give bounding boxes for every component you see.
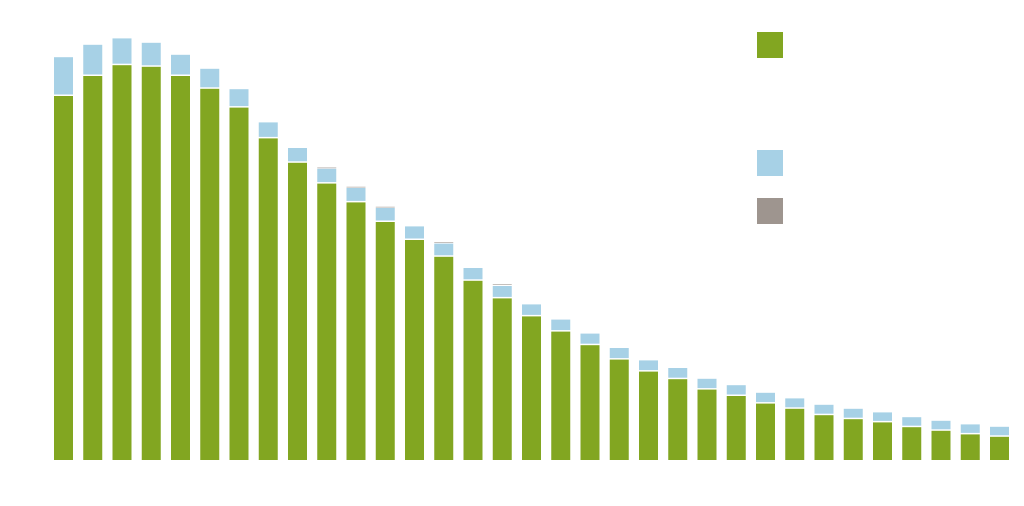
- bar-31-series-2: [931, 420, 951, 430]
- bar-6-series-2: [200, 68, 220, 88]
- bar-26-series-2: [785, 398, 805, 408]
- bar-10-series-3: [317, 167, 337, 169]
- bar-14-series-1: [434, 256, 454, 460]
- bar-14-series-3: [434, 242, 454, 243]
- bar-11-series-1: [346, 202, 366, 460]
- bar-12-series-1: [375, 222, 395, 460]
- bar-4-series-1: [141, 66, 161, 461]
- bar-15-series-1: [463, 280, 483, 460]
- bar-1-series-1: [54, 96, 73, 460]
- bar-1-series-2: [54, 57, 73, 95]
- bar-4-series-2: [141, 42, 161, 66]
- bar-20-series-1: [609, 359, 629, 460]
- bar-30-series-2: [902, 417, 922, 426]
- bar-20-series-2: [609, 348, 629, 359]
- bar-15-series-2: [463, 268, 483, 280]
- bar-8-series-1: [258, 138, 278, 460]
- bar-27-series-1: [814, 415, 834, 460]
- bar-7-series-2: [229, 89, 249, 107]
- bar-23-series-1: [697, 389, 717, 460]
- bar-group: [54, 38, 1009, 461]
- bar-32-series-1: [960, 434, 980, 460]
- bar-13-series-1: [405, 240, 424, 460]
- bar-21-series-1: [639, 371, 658, 460]
- bar-27-series-2: [814, 404, 834, 414]
- bar-11-series-2: [346, 188, 366, 201]
- bar-29-series-1: [873, 422, 892, 460]
- bar-21-series-2: [639, 360, 658, 371]
- bar-33-series-2: [990, 426, 1009, 436]
- bar-18-series-2: [551, 319, 571, 331]
- bar-10-series-1: [317, 183, 337, 460]
- bar-14-series-2: [434, 243, 454, 256]
- bar-16-series-2: [492, 286, 512, 297]
- bar-24-series-2: [726, 385, 746, 395]
- bar-5-series-1: [171, 76, 190, 460]
- bar-16-series-1: [492, 298, 512, 460]
- bar-26-series-1: [785, 408, 805, 460]
- bar-12-series-3: [375, 206, 395, 208]
- bar-5-series-2: [171, 54, 190, 75]
- bar-23-series-2: [697, 378, 717, 389]
- bar-10-series-2: [317, 168, 337, 183]
- bar-11-series-3: [346, 186, 366, 188]
- bar-28-series-2: [843, 408, 863, 418]
- bar-28-series-1: [843, 419, 863, 460]
- bar-2-series-1: [83, 76, 103, 460]
- bar-25-series-1: [756, 403, 775, 460]
- bar-19-series-1: [580, 345, 600, 460]
- bar-32-series-2: [960, 424, 980, 433]
- bar-17-series-2: [522, 304, 541, 315]
- bar-22-series-2: [668, 368, 688, 378]
- legend-swatch-1: [757, 32, 783, 58]
- bar-29-series-2: [873, 412, 892, 421]
- bar-30-series-1: [902, 427, 922, 460]
- legend: [757, 32, 783, 224]
- legend-swatch-2: [757, 150, 783, 176]
- bar-13-series-2: [405, 226, 424, 239]
- bar-3-series-1: [112, 65, 132, 460]
- bar-9-series-2: [288, 148, 307, 162]
- bar-17-series-1: [522, 316, 541, 460]
- bar-22-series-1: [668, 379, 688, 460]
- bar-7-series-1: [229, 107, 249, 460]
- bar-19-series-2: [580, 333, 600, 344]
- bar-16-series-3: [492, 284, 512, 285]
- bar-33-series-1: [990, 436, 1009, 460]
- bar-8-series-2: [258, 122, 278, 137]
- legend-swatch-3: [757, 198, 783, 224]
- bar-18-series-1: [551, 331, 571, 460]
- bar-2-series-2: [83, 44, 103, 75]
- bar-3-series-2: [112, 38, 132, 64]
- bar-9-series-1: [288, 162, 307, 461]
- bar-6-series-1: [200, 88, 220, 461]
- bar-12-series-2: [375, 208, 395, 221]
- bar-24-series-1: [726, 396, 746, 460]
- bar-25-series-2: [756, 392, 775, 403]
- bar-31-series-1: [931, 430, 951, 460]
